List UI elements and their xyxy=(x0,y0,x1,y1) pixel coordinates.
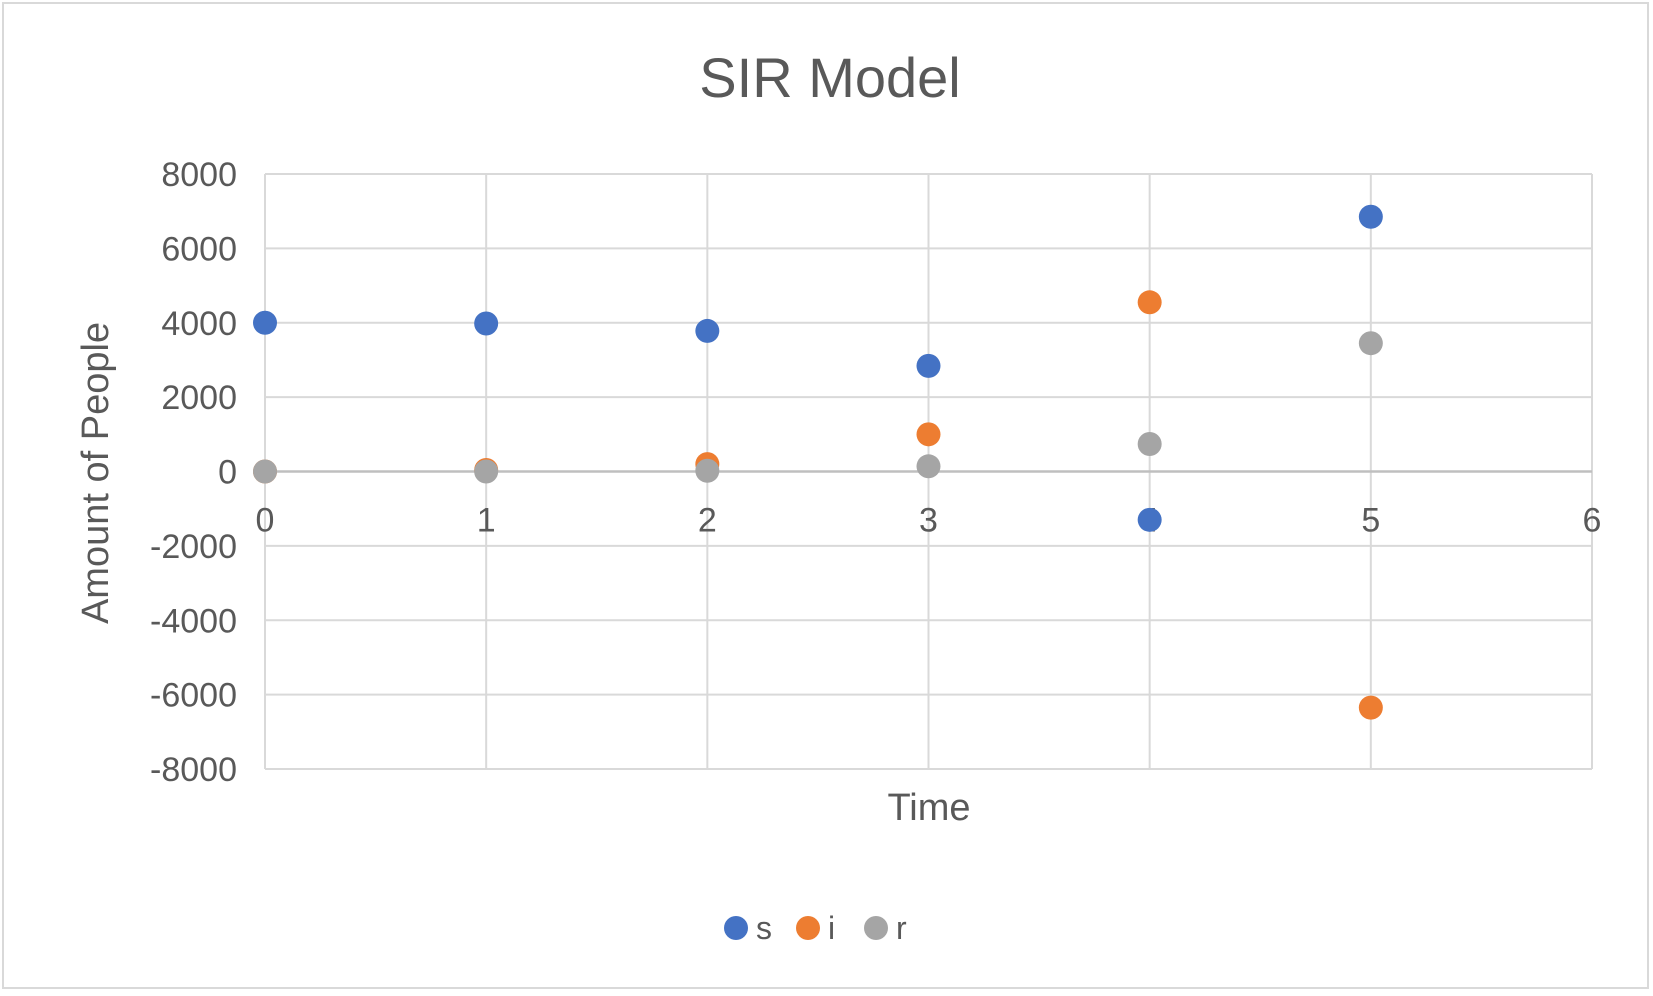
data-point-s xyxy=(1358,204,1383,229)
data-points xyxy=(253,204,1383,720)
y-tick-label: 2000 xyxy=(161,379,237,417)
x-tick-label: 0 xyxy=(256,502,275,540)
data-point-s xyxy=(253,310,277,335)
data-point-r xyxy=(1358,331,1383,356)
y-tick-label: 8000 xyxy=(161,156,237,194)
data-point-s xyxy=(916,353,941,378)
x-tick-label: 5 xyxy=(1361,502,1380,540)
data-point-r xyxy=(1137,431,1162,456)
data-point-r xyxy=(916,454,941,479)
legend-item-i: i xyxy=(796,910,835,946)
data-point-s xyxy=(1137,507,1162,532)
legend-marker xyxy=(724,916,748,940)
legend-item-s: s xyxy=(724,910,772,946)
data-point-i xyxy=(1137,290,1162,315)
legend-label: r xyxy=(896,910,907,946)
y-tick-label: 6000 xyxy=(161,230,237,268)
y-axis-title: Amount of People xyxy=(75,322,117,624)
legend-item-r: r xyxy=(864,910,907,946)
legend-marker xyxy=(864,916,888,940)
data-point-i xyxy=(1358,695,1383,720)
legend-marker xyxy=(796,916,820,940)
data-point-s xyxy=(695,318,720,343)
sir-scatter-chart: SIR Model 8000 6000 4000 2000 0 -2000 -4000 -60… xyxy=(75,46,1601,946)
data-point-r xyxy=(474,459,499,484)
legend-label: i xyxy=(828,910,835,946)
legend-label: s xyxy=(756,910,772,946)
x-tick-label: 6 xyxy=(1583,502,1602,540)
data-point-r xyxy=(695,458,720,483)
y-tick-label: -6000 xyxy=(150,677,237,715)
y-tick-label: 0 xyxy=(218,454,237,492)
data-point-i xyxy=(916,422,941,447)
y-tick-label: 4000 xyxy=(161,305,237,343)
y-tick-label: -2000 xyxy=(150,528,237,566)
x-tick-label: 3 xyxy=(919,502,938,540)
y-tick-label: -4000 xyxy=(150,602,237,640)
data-point-s xyxy=(474,311,499,336)
y-tick-label: -8000 xyxy=(150,751,237,789)
chart-title: SIR Model xyxy=(699,46,960,109)
x-tick-label: 1 xyxy=(477,502,496,540)
x-axis-title: Time xyxy=(887,787,970,829)
x-tick-label: 2 xyxy=(698,502,717,540)
data-point-r xyxy=(253,459,277,484)
tick-labels: 8000 6000 4000 2000 0 -2000 -4000 -6000 -8000 0 1 2… xyxy=(150,156,1601,789)
